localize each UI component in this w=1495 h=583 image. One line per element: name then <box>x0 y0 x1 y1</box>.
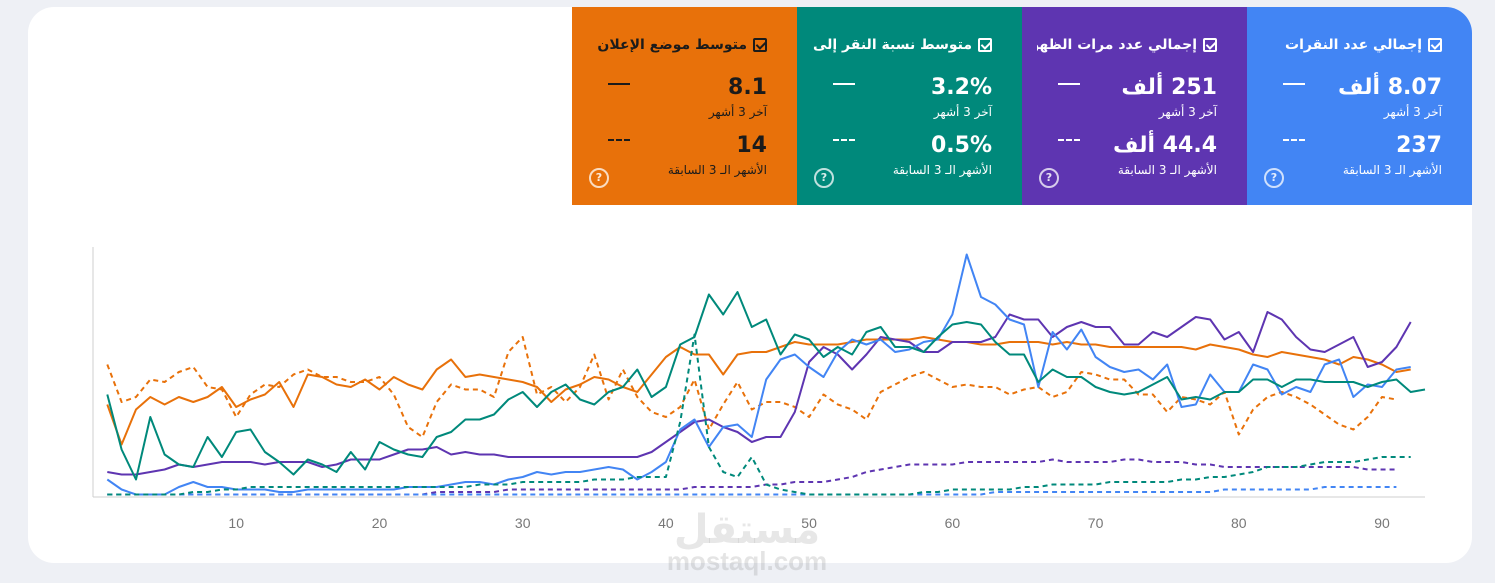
metric-value: 251 ألف <box>1121 75 1217 100</box>
metric-period: آخر 3 أشهر <box>1158 105 1217 119</box>
series-line-6-solid <box>106 291 1426 481</box>
metric-prev-value: 14 <box>736 133 767 158</box>
checkbox-icon[interactable] <box>1428 38 1442 52</box>
solid-line-legend-icon <box>608 83 630 85</box>
metric-header[interactable]: إجمالي عدد مرات الظهو... <box>1037 37 1217 53</box>
checkbox-icon[interactable] <box>753 38 767 52</box>
metric-header[interactable]: إجمالي عدد النقرات <box>1285 37 1442 53</box>
help-icon[interactable]: ? <box>589 168 609 188</box>
metric-value: 8.07 ألف <box>1338 75 1442 100</box>
series-line-5-dashed <box>107 486 1397 496</box>
x-tick-label: 50 <box>801 515 817 531</box>
help-icon[interactable]: ? <box>1264 168 1284 188</box>
checkbox-icon[interactable] <box>1203 38 1217 52</box>
series-line-2-solid <box>107 311 1412 476</box>
watermark: مستقل mostaql.com <box>667 507 827 576</box>
metric-prev-value: 0.5% <box>930 133 992 158</box>
metric-value: 3.2% <box>930 75 992 100</box>
metric-average-position[interactable]: متوسط موضع الإعلان 8.1 آخر 3 أشهر 14 الأ… <box>572 7 797 205</box>
metric-header[interactable]: متوسط نسبة النقر إلى الـ... <box>812 37 992 53</box>
dashed-line-legend-icon <box>833 139 855 141</box>
x-tick-label: 20 <box>372 515 388 531</box>
x-tick-label: 60 <box>945 515 961 531</box>
metric-average-ctr[interactable]: متوسط نسبة النقر إلى الـ... 3.2% آخر 3 أ… <box>797 7 1022 205</box>
tick-layer: 10 20 30 40 50 60 70 80 90 <box>228 515 1390 531</box>
x-tick-label: 80 <box>1231 515 1247 531</box>
dashed-line-legend-icon <box>1058 139 1080 141</box>
metric-label: متوسط نسبة النقر إلى الـ... <box>812 37 972 53</box>
x-tick-label: 10 <box>228 515 244 531</box>
metric-prev-value: 44.4 ألف <box>1113 133 1217 158</box>
x-tick-label: 90 <box>1374 515 1390 531</box>
series-line-3-dashed <box>107 458 1397 496</box>
series-line-7-dashed <box>107 333 1411 496</box>
metric-total-clicks[interactable]: إجمالي عدد النقرات 8.07 ألف آخر 3 أشهر 2… <box>1247 7 1472 205</box>
metrics-row: إجمالي عدد النقرات 8.07 ألف آخر 3 أشهر 2… <box>572 7 1472 205</box>
series-line-0-solid <box>106 336 1411 446</box>
solid-line-legend-icon <box>1283 83 1305 85</box>
metric-value: 8.1 <box>728 75 767 100</box>
metric-prev-period: الأشهر الـ 3 السابقة <box>667 163 767 177</box>
watermark-arabic: مستقل <box>674 507 820 553</box>
metric-prev-period: الأشهر الـ 3 السابقة <box>1342 163 1442 177</box>
metric-label: إجمالي عدد مرات الظهو... <box>1037 37 1197 53</box>
metric-prev-period: الأشهر الـ 3 السابقة <box>1117 163 1217 177</box>
metric-prev-period: الأشهر الـ 3 السابقة <box>892 163 992 177</box>
x-tick-label: 40 <box>658 515 674 531</box>
help-icon[interactable]: ? <box>814 168 834 188</box>
solid-line-legend-icon <box>833 83 855 85</box>
metric-period: آخر 3 أشهر <box>1383 105 1442 119</box>
metric-label: إجمالي عدد النقرات <box>1285 37 1422 53</box>
x-tick-label: 70 <box>1088 515 1104 531</box>
metric-period: آخر 3 أشهر <box>933 105 992 119</box>
series-line-4-solid <box>106 253 1411 496</box>
series-line-1-dashed <box>106 336 1397 438</box>
metric-total-impressions[interactable]: إجمالي عدد مرات الظهو... 251 ألف آخر 3 أ… <box>1022 7 1247 205</box>
metric-prev-value: 237 <box>1396 133 1442 158</box>
dashed-line-legend-icon <box>1283 139 1305 141</box>
checkbox-icon[interactable] <box>978 38 992 52</box>
metric-header[interactable]: متوسط موضع الإعلان <box>597 37 767 53</box>
series-layer <box>106 253 1426 496</box>
solid-line-legend-icon <box>1058 83 1080 85</box>
x-tick-label: 30 <box>515 515 531 531</box>
help-icon[interactable]: ? <box>1039 168 1059 188</box>
metric-period: آخر 3 أشهر <box>708 105 767 119</box>
dashed-line-legend-icon <box>608 139 630 141</box>
metric-label: متوسط موضع الإعلان <box>597 37 747 53</box>
watermark-latin: mostaql.com <box>667 546 827 576</box>
